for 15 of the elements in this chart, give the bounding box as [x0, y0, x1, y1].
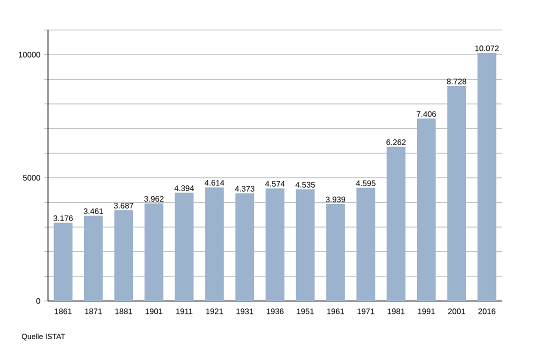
bar	[114, 210, 134, 301]
bar	[54, 222, 73, 301]
bar	[296, 189, 315, 301]
bar	[174, 192, 194, 301]
bar	[356, 188, 376, 301]
bar	[205, 187, 224, 301]
bar	[386, 146, 406, 301]
bar	[326, 204, 345, 301]
bar	[477, 52, 496, 301]
bar	[416, 118, 436, 301]
bar	[266, 188, 284, 301]
bar	[144, 203, 164, 301]
bar	[84, 216, 103, 301]
bar	[235, 193, 254, 301]
bar	[447, 86, 466, 301]
